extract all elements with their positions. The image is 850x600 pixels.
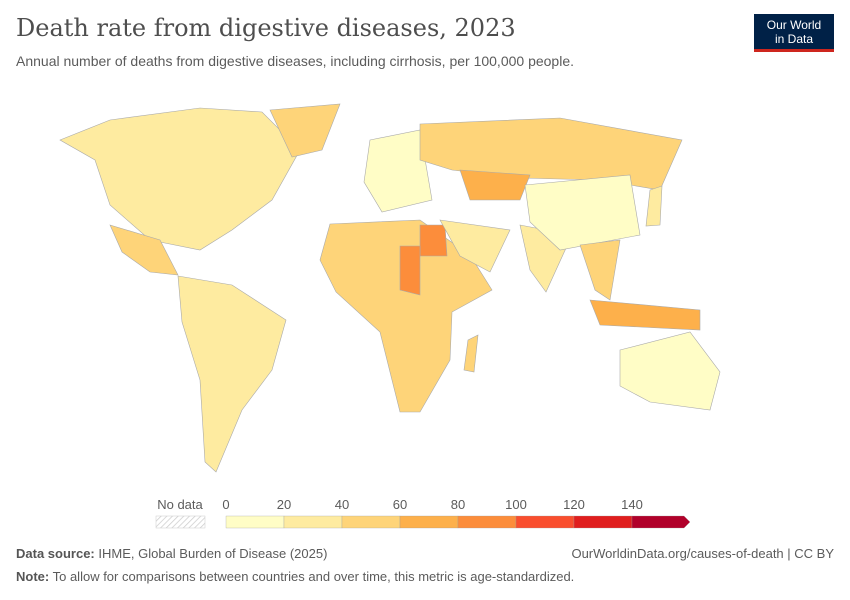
- legend-bin[interactable]: [225, 515, 285, 529]
- chart-subtitle: Annual number of deaths from digestive d…: [16, 53, 574, 69]
- logo-line: Our World: [766, 18, 822, 32]
- legend-tick-label: 140: [621, 497, 643, 512]
- country-russia[interactable]: [419, 117, 683, 191]
- source-url-link[interactable]: OurWorldinData.org/causes-of-death | CC …: [571, 546, 834, 561]
- owid-logo[interactable]: Our World in Data: [754, 14, 834, 52]
- legend-tick-label: 100: [505, 497, 527, 512]
- legend-tick-label: 80: [451, 497, 465, 512]
- country-southeast-asia[interactable]: [579, 239, 621, 301]
- country-north-america[interactable]: [59, 107, 301, 251]
- legend-bin[interactable]: [283, 515, 343, 529]
- country-indonesia[interactable]: [589, 299, 701, 331]
- legend-tick-label: 0: [222, 497, 229, 512]
- chart-title: Death rate from digestive diseases, 2023: [16, 14, 516, 42]
- country-egypt[interactable]: [419, 224, 448, 257]
- legend: No data 0 20 40 60 80 100 120 140: [155, 497, 691, 529]
- legend-bin[interactable]: [341, 515, 401, 529]
- note: Note: To allow for comparisons between c…: [16, 569, 575, 584]
- country-chad[interactable]: [399, 245, 421, 296]
- country-mexico-and-central-america[interactable]: [109, 224, 179, 276]
- legend-tick-label: 20: [277, 497, 291, 512]
- legend-bin[interactable]: [457, 515, 517, 529]
- legend-bin[interactable]: [399, 515, 459, 529]
- legend-bin[interactable]: [515, 515, 575, 529]
- country-kazakhstan[interactable]: [459, 169, 531, 201]
- country-europe[interactable]: [363, 129, 433, 213]
- note-text: To allow for comparisons between countri…: [52, 569, 575, 584]
- legend-bin[interactable]: [631, 515, 691, 529]
- legend-bin[interactable]: [573, 515, 633, 529]
- legend-tick-label: 40: [335, 497, 349, 512]
- country-madagascar[interactable]: [463, 334, 479, 373]
- logo-line: in Data: [774, 32, 814, 46]
- no-data-label: No data: [157, 497, 203, 512]
- data-source: Data source: IHME, Global Burden of Dise…: [16, 546, 328, 561]
- country-japan[interactable]: [645, 185, 663, 227]
- country-greenland[interactable]: [269, 103, 341, 158]
- legend-tick-label: 60: [393, 497, 407, 512]
- no-data-swatch: [155, 515, 206, 529]
- world-map[interactable]: [0, 80, 850, 480]
- country-australia[interactable]: [619, 331, 721, 411]
- country-middle-east[interactable]: [439, 219, 511, 273]
- country-south-america[interactable]: [177, 275, 287, 473]
- legend-tick-label: 120: [563, 497, 585, 512]
- source-text: IHME, Global Burden of Disease (2025): [98, 546, 328, 561]
